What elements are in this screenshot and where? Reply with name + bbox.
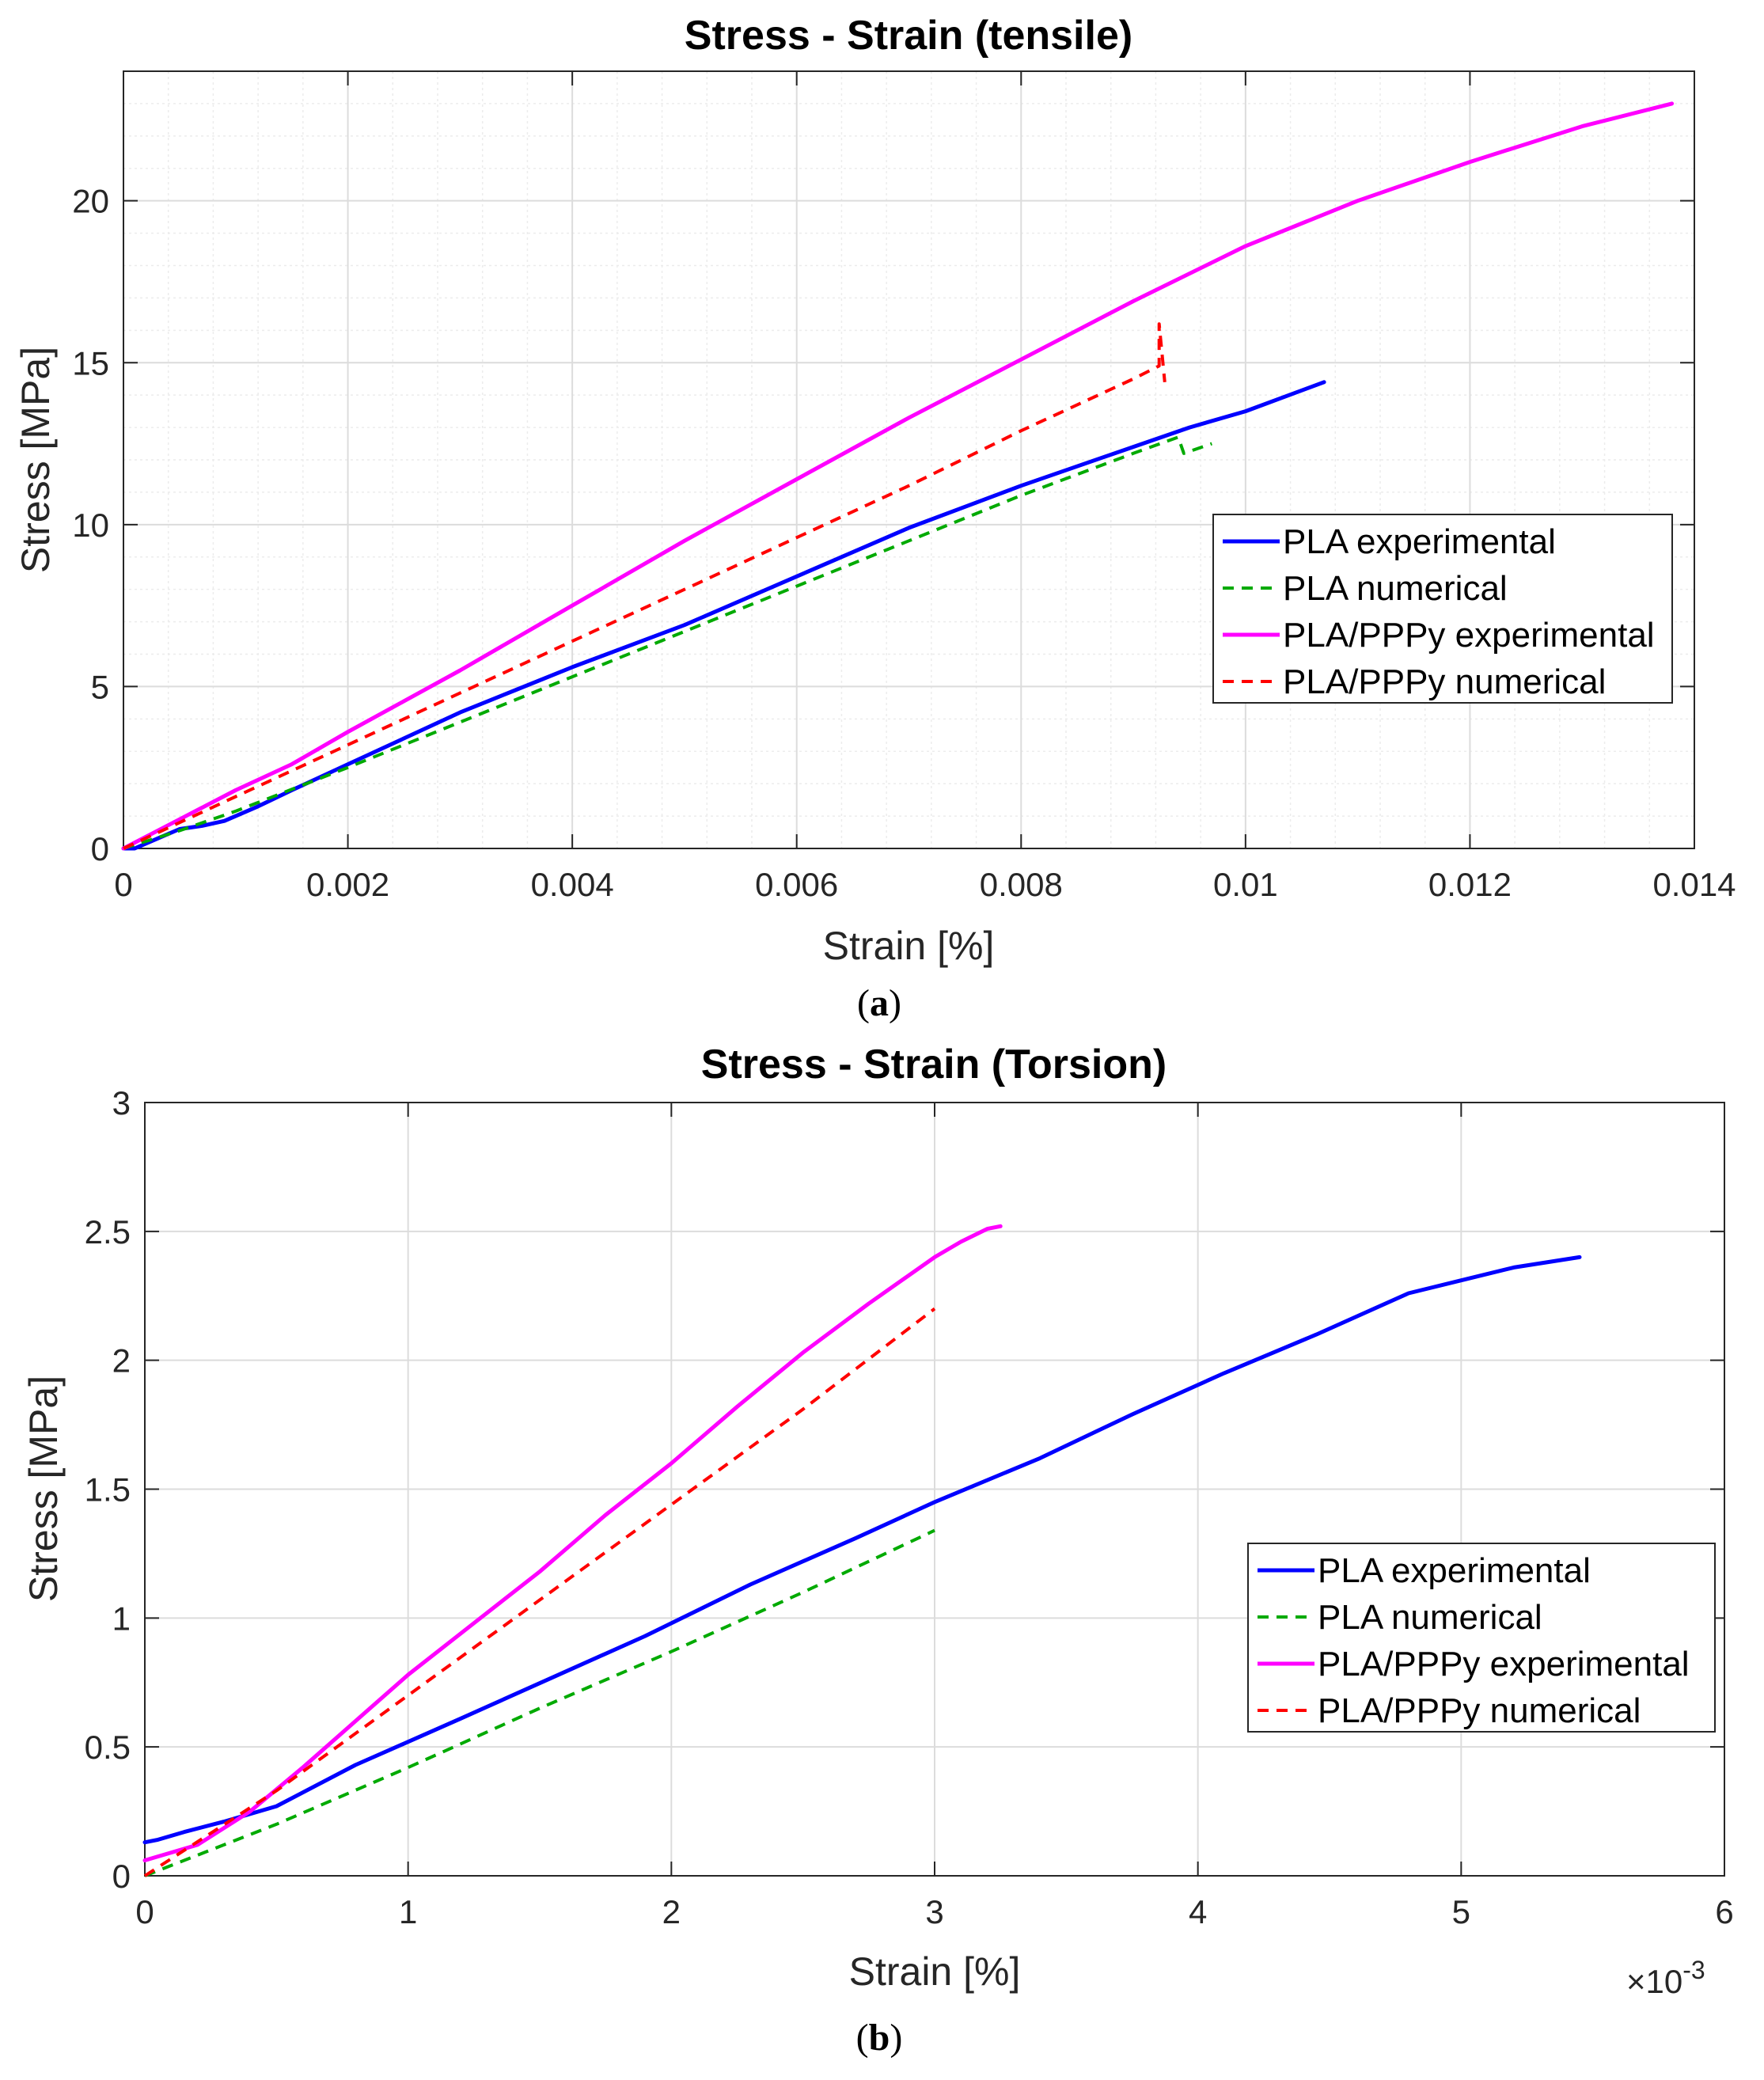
chart-a-tensile: Stress - Strain (tensile) 0 0.002 0.004 0.0… <box>13 13 1736 1024</box>
chart-b-legend-label-plappy-experimental: PLA/PPPy experimental <box>1318 1645 1690 1683</box>
chart-b-ytick-label: 1.5 <box>85 1471 131 1509</box>
chart-b-ytick-label: 1 <box>112 1600 131 1637</box>
chart-a-xtick-label: 0.002 <box>306 866 389 903</box>
chart-b-series-pla-pppy-experimental <box>142 1224 1003 1862</box>
chart-b-x-exponent: ×10-3 <box>1626 1956 1705 2000</box>
chart-b-xtick-label: 1 <box>399 1893 417 1930</box>
chart-b-xlabel: Strain [%] <box>849 1949 1021 1994</box>
chart-a-ytick-label: 10 <box>72 507 109 544</box>
caption-b-letter: b <box>869 2017 890 2059</box>
chart-a-ytick-label: 20 <box>72 183 109 220</box>
chart-a-xtick-label: 0.014 <box>1652 866 1736 903</box>
chart-b-legend-label-plappy-numerical: PLA/PPPy numerical <box>1318 1691 1641 1730</box>
chart-a-xtick-label: 0.008 <box>980 866 1063 903</box>
chart-b-ytick-label: 2 <box>112 1342 131 1380</box>
chart-a-title: Stress - Strain (tensile) <box>685 13 1132 59</box>
chart-a-legend-label-plappy-numerical: PLA/PPPy numerical <box>1283 662 1606 701</box>
chart-b-title: Stress - Strain (Torsion) <box>701 1042 1167 1087</box>
chart-b-torsion: Stress - Strain (Torsion) 0 1 2 3 4 5 6 0 0.5 1 1.… <box>21 1042 1734 2059</box>
chart-a-xtick-label: 0.012 <box>1428 866 1512 903</box>
chart-b-ytick-label: 3 <box>112 1084 131 1122</box>
chart-a-series-pla-numerical <box>123 435 1212 850</box>
chart-b-xtick-label: 0 <box>135 1893 154 1930</box>
chart-b-legend: PLA experimental PLA numerical PLA/PPPy … <box>1247 1543 1716 1733</box>
chart-b-xtick-label: 5 <box>1452 1893 1470 1930</box>
chart-a-ytick-label: 0 <box>91 830 109 867</box>
chart-b-series <box>142 1224 1582 1877</box>
caption-b-close: ) <box>890 2017 902 2059</box>
chart-b-x-exponent-base: ×10 <box>1626 1963 1682 2000</box>
chart-a-xtick-label: 0.006 <box>755 866 838 903</box>
chart-a-series-pla-pppy-experimental <box>121 101 1675 851</box>
caption-a-letter: a <box>870 982 889 1024</box>
chart-b-ticks: 0 1 2 3 4 5 6 0 0.5 1 1.5 2 2.5 3 <box>85 1084 1734 1930</box>
caption-a-open: ( <box>857 982 870 1024</box>
chart-a-series <box>121 101 1675 851</box>
caption-b-open: ( <box>856 2017 869 2059</box>
chart-b-x-exponent-power: -3 <box>1682 1956 1705 1984</box>
chart-a-xtick-label: 0.004 <box>531 866 614 903</box>
chart-b-legend-label-pla-numerical: PLA numerical <box>1318 1598 1542 1637</box>
chart-b-legend-box <box>1247 1543 1716 1733</box>
chart-a-legend-label-pla-experimental: PLA experimental <box>1283 522 1556 561</box>
chart-a-xtick-label: 0.01 <box>1213 866 1278 903</box>
chart-a-legend-box <box>1212 514 1673 704</box>
chart-b-series-pla-numerical <box>144 1528 935 1877</box>
chart-b-series-pla-pppy-numerical <box>143 1307 936 1877</box>
chart-a-legend-label-plappy-experimental: PLA/PPPy experimental <box>1283 616 1655 655</box>
chart-a-legend: PLA experimental PLA numerical PLA/PPPy … <box>1212 514 1673 704</box>
chart-b-xtick-label: 4 <box>1189 1893 1207 1930</box>
chart-a-axes-box <box>123 70 1695 849</box>
chart-a-xtick-label: 0 <box>114 866 132 903</box>
chart-b-xtick-label: 3 <box>925 1893 943 1930</box>
caption-b: (b) <box>856 2017 903 2059</box>
chart-a-legend-label-pla-numerical: PLA numerical <box>1283 569 1508 608</box>
chart-b-legend-label-pla-experimental: PLA experimental <box>1318 1551 1591 1590</box>
chart-a-ylabel: Stress [MPa] <box>13 347 58 573</box>
chart-b-ylabel: Stress [MPa] <box>21 1376 66 1602</box>
caption-a: (a) <box>857 982 901 1024</box>
chart-a-ytick-label: 5 <box>91 668 109 705</box>
chart-a-ytick-label: 15 <box>72 344 109 381</box>
chart-a-xlabel: Strain [%] <box>823 924 995 968</box>
chart-b-ytick-label: 2.5 <box>85 1213 131 1251</box>
chart-b-xtick-label: 6 <box>1715 1893 1733 1930</box>
chart-b-xtick-label: 2 <box>662 1893 681 1930</box>
caption-a-close: ) <box>889 982 901 1024</box>
chart-b-ytick-label: 0.5 <box>85 1729 131 1766</box>
chart-a-ticks: 0 0.002 0.004 0.006 0.008 0.01 0.012 0.014 0 5 10 1… <box>72 71 1736 903</box>
chart-b-ytick-label: 0 <box>112 1858 131 1895</box>
